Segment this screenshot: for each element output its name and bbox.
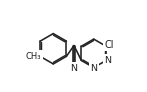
Text: N: N bbox=[70, 64, 77, 73]
Text: CH₃: CH₃ bbox=[26, 52, 41, 61]
Text: Cl: Cl bbox=[104, 40, 114, 50]
Text: N: N bbox=[104, 56, 111, 64]
Text: N: N bbox=[90, 64, 97, 73]
